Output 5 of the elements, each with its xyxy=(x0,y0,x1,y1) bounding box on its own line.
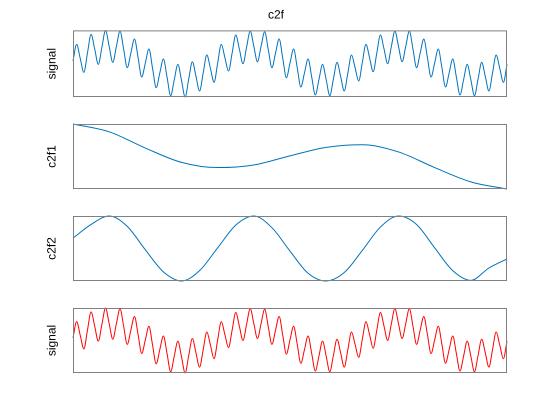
y-axis-title: signal xyxy=(44,48,59,80)
y-axis-title: signal xyxy=(44,324,59,356)
chart-title: c2f xyxy=(268,8,285,22)
y-axis-title: c2f1 xyxy=(44,144,59,168)
y-axis-title: c2f2 xyxy=(44,236,59,260)
